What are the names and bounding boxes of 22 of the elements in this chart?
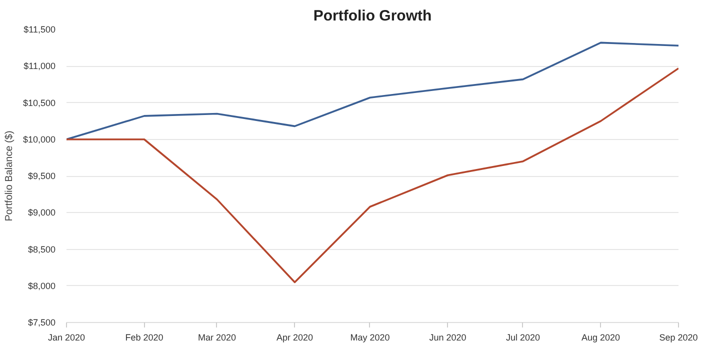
x-tick-label: Jun 2020 [429, 332, 466, 342]
y-tick-label: $9,000 [28, 208, 56, 218]
y-tick-label: $8,500 [28, 244, 56, 254]
x-tick-label: Apr 2020 [276, 332, 314, 342]
y-axis-title: Portfolio Balance ($) [4, 130, 15, 222]
x-tick-label: May 2020 [350, 332, 390, 342]
x-tick-label: Aug 2020 [581, 332, 620, 342]
x-tick-label: Feb 2020 [125, 332, 164, 342]
chart-title: Portfolio Growth [313, 8, 432, 24]
x-tick-label: Jan 2020 [48, 332, 86, 342]
y-tick-label: $9,500 [28, 171, 56, 181]
y-tick-label: $10,500 [22, 98, 56, 108]
x-tick-label: Mar 2020 [198, 332, 236, 342]
x-tick-label: Jul 2020 [506, 332, 540, 342]
x-tick-label: Sep 2020 [659, 332, 698, 342]
y-tick-label: $7,500 [28, 318, 56, 328]
y-tick-label: $11,000 [24, 61, 56, 72]
y-tick-label: $8,000 [28, 280, 56, 291]
y-tick-label: $11,500 [24, 24, 56, 34]
y-tick-label: $10,000 [22, 134, 56, 144]
line-series [66, 42, 678, 140]
line-series [66, 67, 678, 284]
